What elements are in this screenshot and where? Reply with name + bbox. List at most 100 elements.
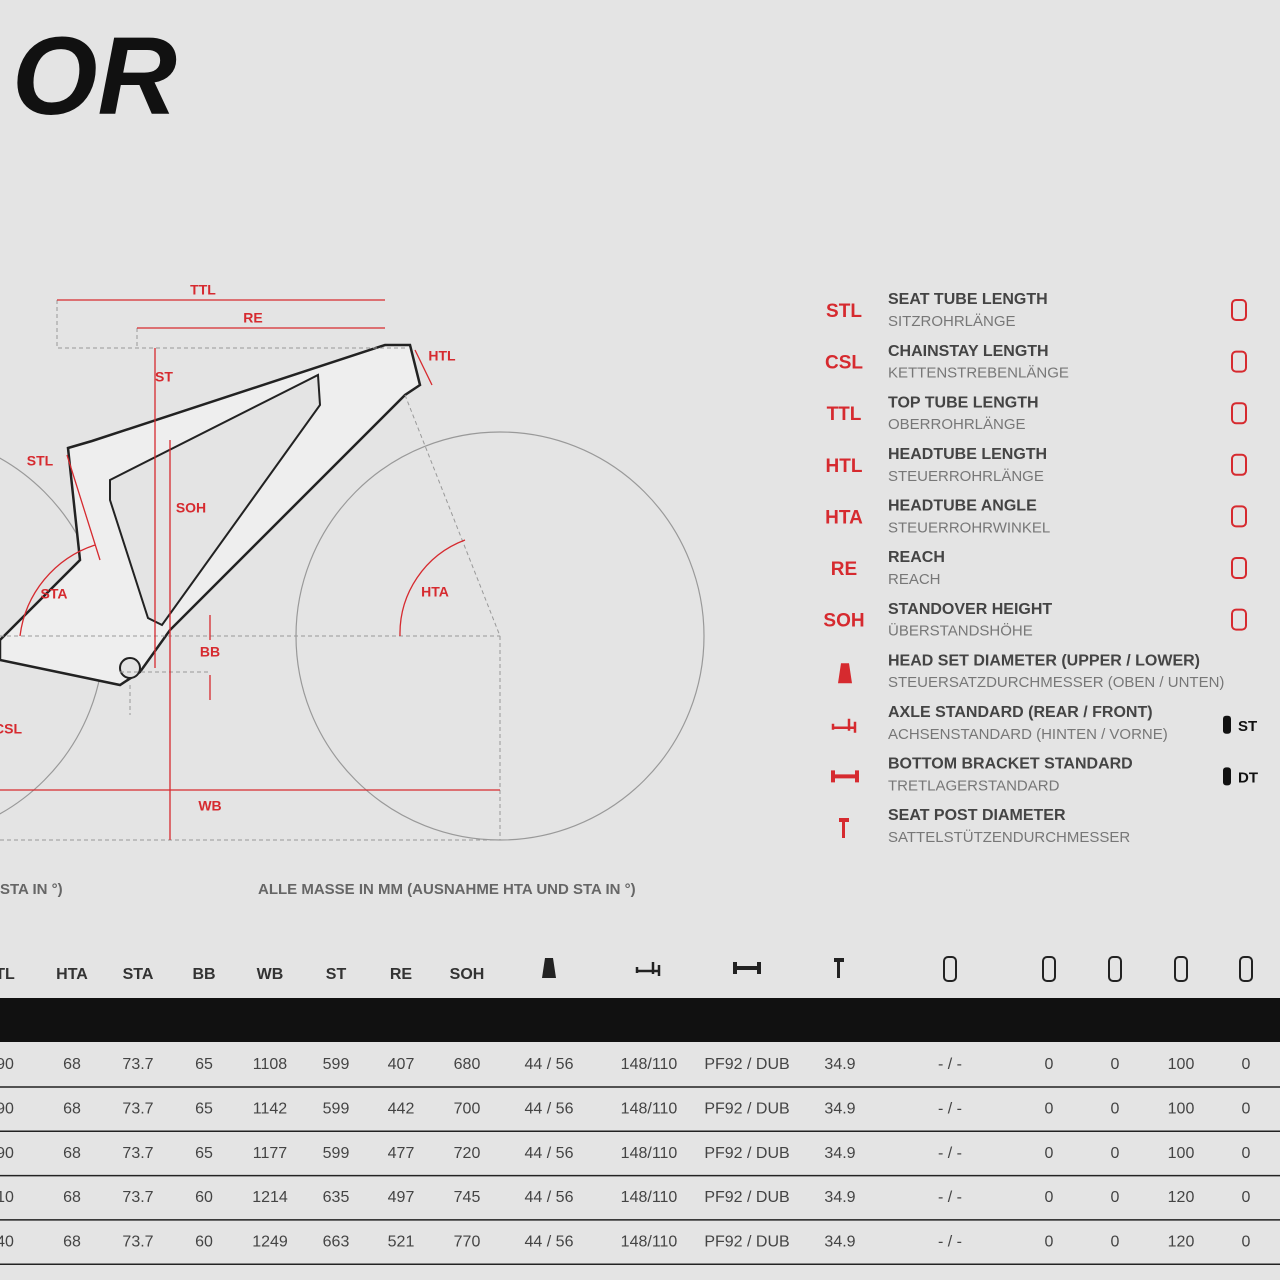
icon-shape [839,818,849,838]
cell: 120 [1168,1189,1195,1206]
cell: 148/110 [621,1145,678,1162]
cell: 599 [323,1145,350,1162]
column-header: TL [0,966,15,983]
cell: 720 [454,1145,481,1162]
icon [542,958,556,978]
column-header: WB [257,966,284,983]
legend-code: TTL [827,404,862,425]
cell: 100 [1168,1056,1195,1073]
label: CSL [0,721,22,737]
icon-shape [838,663,852,684]
label: STA [41,586,68,602]
legend-name-de: TRETLAGERSTANDARD [888,777,1060,794]
cell: 477 [388,1145,415,1162]
legend-name-de: KETTENSTREBENLÄNGE [888,365,1069,382]
cell: 44 / 56 [525,1189,574,1206]
icon [831,718,857,733]
label: STL [27,453,54,469]
cell: 34.9 [824,1189,855,1206]
column-icon [1239,956,1253,982]
legend-code: HTA [825,507,863,528]
cell: 1214 [252,1189,288,1206]
bike-diagram: TTL RE HTL ST STL SOH STA HTA BB CSL WB [0,282,705,841]
icon-shape [733,962,761,974]
icon [839,818,849,838]
column-header: ST [326,966,347,983]
bottle-icon [1223,767,1231,786]
legend-name-de: STEUERROHRLÄNGE [888,468,1044,485]
cell: 100 [1168,1145,1195,1162]
cell: 0 [1111,1233,1120,1250]
cell: 599 [323,1056,350,1073]
legend-name: TOP TUBE LENGTH [888,394,1039,411]
cell: PF92 / DUB [704,1101,789,1118]
cell: PF92 / DUB [704,1056,789,1073]
cell: 0 [1242,1145,1251,1162]
legend-name: HEADTUBE LENGTH [888,446,1047,463]
cell: 44 / 56 [525,1145,574,1162]
cell: 34.9 [824,1101,855,1118]
title: OR [12,15,177,138]
legend-code: HTL [826,456,863,477]
cell: 148/110 [621,1056,678,1073]
column-icon [943,956,957,982]
label: TTL [190,282,216,298]
cell: 1142 [253,1101,288,1118]
cell: 0 [1242,1056,1251,1073]
label: HTL [428,348,456,364]
cell: 745 [454,1189,481,1206]
cell: 1108 [253,1056,288,1073]
legend-code: CSL [825,353,863,374]
legend-name: REACH [888,549,945,566]
cell: 0 [1242,1101,1251,1118]
legend-icon [1231,299,1247,321]
note: ALLE MASSE IN MM (AUSNAHME HTA UND STA I… [258,881,636,898]
legend-name-de: SITZROHRLÄNGE [888,313,1016,330]
legend-name: STANDOVER HEIGHT [888,601,1052,618]
legend-name-de: STEUERROHRWINKEL [888,519,1050,536]
cell: 68 [63,1056,81,1073]
label: SOH [176,500,206,516]
cell: 65 [195,1056,213,1073]
legend-code: SOH [823,611,864,632]
cell: PF92 / DUB [704,1189,789,1206]
legend-code: STL [826,301,862,322]
cell: 148/110 [621,1189,678,1206]
cell: 442 [388,1101,415,1118]
cell: 680 [454,1056,481,1073]
cell: 0 [1242,1189,1251,1206]
cell: 68 [63,1145,81,1162]
legend-icon [1231,453,1247,476]
label: BB [200,644,220,660]
cell: 34.9 [824,1056,855,1073]
cell: 73.7 [122,1233,153,1250]
icon-shape [635,962,661,976]
cell: 73.7 [122,1145,153,1162]
legend-name-de: SATTELSTÜTZENDURCHMESSER [888,828,1130,846]
icon [834,958,844,978]
legend-icon [1231,557,1247,579]
cell: 0 [1242,1233,1251,1250]
cell: 65 [195,1145,213,1162]
cell: 90 [0,1101,14,1118]
column-icon [1108,956,1122,982]
icon [831,770,859,783]
cell: - / - [938,1145,962,1162]
legend-name: HEADTUBE ANGLE [888,498,1037,515]
note: STA IN °) [0,881,63,898]
label: WB [198,798,221,814]
cell: 0 [1045,1101,1054,1118]
column-header: BB [192,966,215,983]
cell: 10 [0,1189,14,1206]
icon [838,663,852,684]
cell: 60 [195,1233,213,1250]
cell: 599 [323,1101,350,1118]
bottle-label: DT [1238,769,1258,786]
cell: 73.7 [122,1101,153,1118]
cell: PF92 / DUB [704,1145,789,1162]
legend-name: CHAINSTAY LENGTH [888,343,1049,360]
cell: 0 [1111,1056,1120,1073]
cell: 663 [323,1233,350,1250]
legend-name: HEAD SET DIAMETER (UPPER / LOWER) [888,652,1200,669]
cell: 0 [1045,1056,1054,1073]
